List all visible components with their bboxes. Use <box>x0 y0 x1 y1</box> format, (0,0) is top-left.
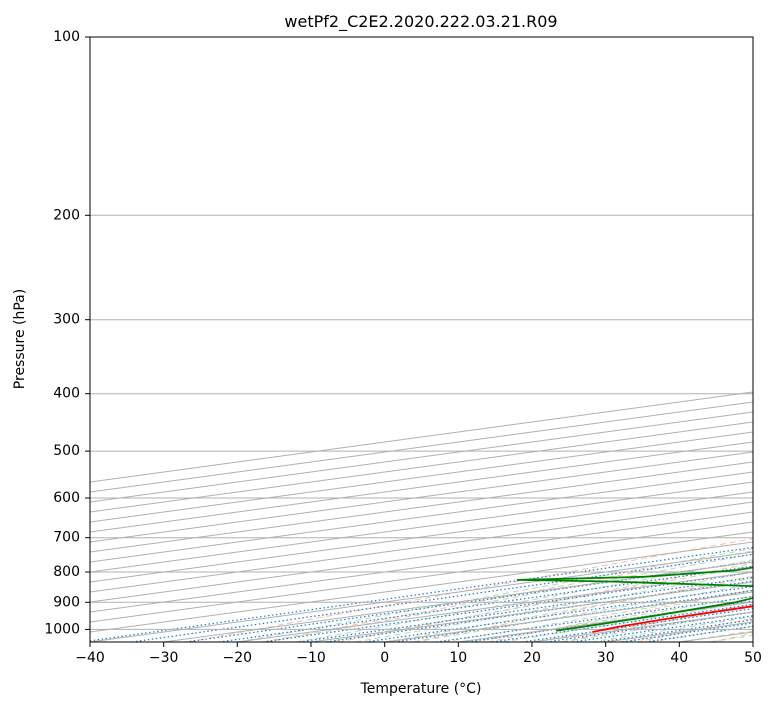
y-axis-label: Pressure (hPa) <box>12 289 28 389</box>
isotherm-line <box>90 521 753 613</box>
mixing-ratio-line <box>131 553 753 642</box>
y-tick-label: 800 <box>53 564 80 580</box>
mixing-ratio-line <box>436 595 753 642</box>
y-tick-label: 500 <box>53 443 80 459</box>
x-tick-label: 30 <box>597 650 615 666</box>
x-tick-label: −30 <box>149 650 179 666</box>
x-tick-label: 20 <box>523 650 541 666</box>
x-tick-label: 40 <box>670 650 688 666</box>
x-tick-label: −40 <box>75 650 105 666</box>
y-tick-label: 1000 <box>44 621 80 637</box>
isotherm-line <box>90 481 753 573</box>
y-tick-label: 100 <box>53 29 80 45</box>
y-tick-label: 300 <box>53 312 80 328</box>
mixing-ratio-line <box>90 546 753 642</box>
isotherm-line <box>90 511 753 603</box>
dry-adiabat <box>338 562 753 642</box>
mixing-ratio-line <box>492 603 753 642</box>
isotherm-line <box>90 461 753 553</box>
x-tick-label: −10 <box>296 650 326 666</box>
y-tick-label: 200 <box>53 207 80 223</box>
x-tick-label: −20 <box>223 650 253 666</box>
dry-adiabat <box>188 538 753 642</box>
isotherm-line <box>90 451 753 543</box>
isotherm-line <box>90 531 753 623</box>
x-tick-label: 50 <box>744 650 762 666</box>
dewpoint-profile-line <box>516 566 753 632</box>
moist-adiabat <box>355 571 753 642</box>
x-tick-label: 10 <box>449 650 467 666</box>
isotherm-line <box>90 491 753 583</box>
moist-adiabat <box>325 565 753 642</box>
chart-title: wetPf2_C2E2.2020.222.03.21.R09 <box>284 12 557 32</box>
isotherm-line <box>90 501 753 593</box>
y-tick-label: 700 <box>53 530 80 546</box>
dry-adiabat <box>412 575 753 642</box>
mixing-ratio-line <box>522 608 753 642</box>
moist-adiabat <box>237 548 753 642</box>
isotherm-line <box>90 471 753 563</box>
x-tick-label: 0 <box>380 650 389 666</box>
y-tick-label: 600 <box>53 490 80 506</box>
y-tick-label: 900 <box>53 594 80 610</box>
x-axis-label: Temperature (°C) <box>360 681 482 697</box>
plot-frame <box>89 36 754 643</box>
y-tick-label: 400 <box>53 386 80 402</box>
